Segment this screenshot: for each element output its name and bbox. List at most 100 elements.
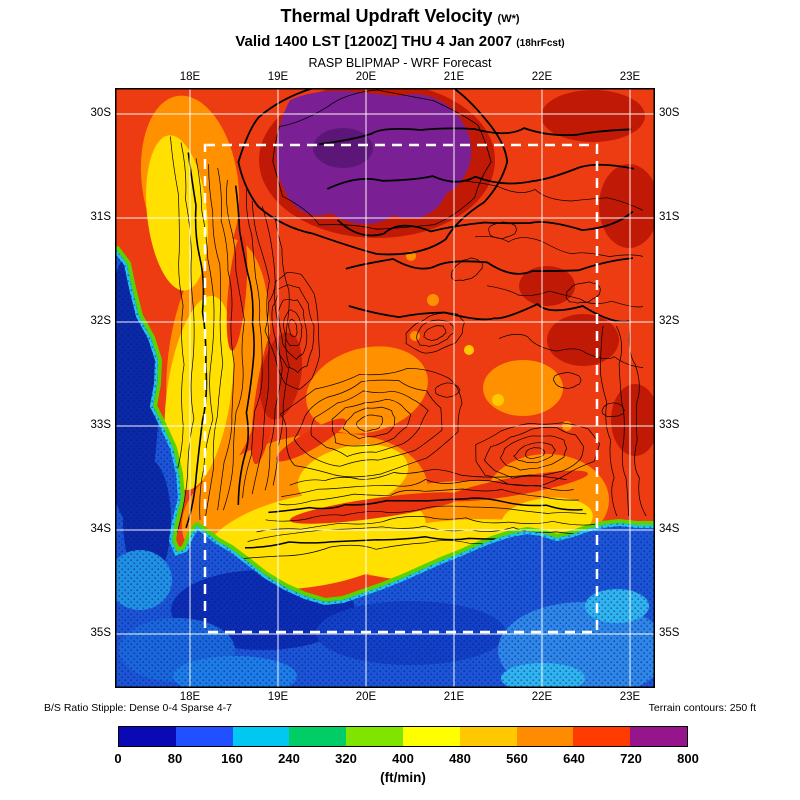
terrain-contour-line bbox=[600, 325, 618, 517]
purple-max-region bbox=[276, 91, 472, 224]
terrain-contour-line bbox=[601, 402, 625, 417]
terrain-contour-line bbox=[289, 469, 567, 486]
colorbar-cell bbox=[346, 727, 403, 746]
terrain-note: Terrain contours: 250 ft bbox=[648, 702, 756, 714]
terrain-contour-line bbox=[281, 479, 574, 497]
colorbar-tick: 160 bbox=[221, 751, 243, 766]
lat-label-left: 34S bbox=[90, 523, 111, 535]
colorbar-tick: 720 bbox=[620, 751, 642, 766]
terrain-contour-line bbox=[234, 185, 255, 505]
terrain-contour-line bbox=[242, 189, 263, 499]
terrain-contour-line bbox=[327, 163, 635, 190]
terrain-contour-line bbox=[261, 206, 283, 491]
terrain-contour-line bbox=[251, 200, 270, 494]
lon-label-bottom: 19E bbox=[267, 691, 289, 703]
terrain-contour-line bbox=[348, 303, 630, 323]
title-suffix: (W*) bbox=[497, 13, 520, 25]
terrain-contour-line bbox=[318, 127, 632, 146]
terrain-contour-line bbox=[498, 333, 644, 368]
terrain-contour-line bbox=[513, 442, 556, 464]
colorbar-cell bbox=[402, 727, 460, 746]
colorbar-cell bbox=[232, 727, 290, 746]
lon-label-top: 18E bbox=[179, 71, 201, 83]
terrain-contour-line bbox=[474, 236, 644, 257]
terrain-contour-line bbox=[288, 319, 298, 337]
terrain-contour-line bbox=[268, 497, 583, 514]
terrain-contour-line bbox=[278, 488, 579, 506]
colorbar-tick: 560 bbox=[506, 751, 528, 766]
valid-suffix: (18hrFcst) bbox=[516, 38, 565, 49]
valid-text: Valid 1400 LST [1200Z] THU 4 Jan 2007 bbox=[235, 33, 513, 50]
terrain-contour-line bbox=[264, 271, 320, 390]
lon-label-bottom: 20E bbox=[355, 691, 377, 703]
bs-ratio-stipple bbox=[115, 248, 655, 688]
lon-label-bottom: 21E bbox=[443, 691, 465, 703]
terrain-contour-line bbox=[615, 325, 629, 517]
lon-label-top: 20E bbox=[355, 71, 377, 83]
lat-label-left: 35S bbox=[90, 627, 111, 639]
lon-label-top: 23E bbox=[619, 71, 641, 83]
terrain-contour-line bbox=[628, 325, 647, 517]
terrain-contour-line bbox=[565, 281, 601, 304]
colorbar-tick: 640 bbox=[563, 751, 585, 766]
colorbar-cell bbox=[573, 727, 631, 746]
units-label: (ft/min) bbox=[380, 770, 426, 785]
lat-label-right: 35S bbox=[659, 627, 680, 639]
lon-label-top: 22E bbox=[531, 71, 553, 83]
terrain-contour-line bbox=[217, 168, 235, 511]
lon-label-bottom: 18E bbox=[179, 691, 201, 703]
lat-label-right: 34S bbox=[659, 523, 680, 535]
colorbar-cell bbox=[175, 727, 233, 746]
terrain-contour-line bbox=[423, 325, 447, 341]
terrain-contour-line bbox=[345, 257, 634, 275]
terrain-contour-line bbox=[331, 398, 412, 447]
terrain-contour-line bbox=[336, 210, 634, 237]
terrain-contour-line bbox=[342, 406, 396, 440]
model-line: RASP BLIPMAP - WRF Forecast bbox=[308, 56, 492, 70]
colorbar-cell bbox=[459, 727, 517, 746]
colorbar-tick: 0 bbox=[114, 751, 122, 766]
forecast-map bbox=[115, 88, 655, 688]
terrain-contour-line bbox=[524, 447, 546, 459]
terrain-contour-line bbox=[434, 382, 461, 398]
terrain-contour-line bbox=[475, 422, 600, 487]
lon-label-top: 21E bbox=[443, 71, 465, 83]
colorbar bbox=[118, 726, 688, 747]
terrain-contour-line bbox=[500, 435, 568, 471]
terrain-contour-line bbox=[177, 142, 195, 533]
colorbar-tick: 240 bbox=[278, 751, 300, 766]
map-border bbox=[115, 88, 655, 688]
colorbar-tick: 80 bbox=[167, 751, 183, 766]
lat-label-left: 33S bbox=[90, 419, 111, 431]
colorbar-tick: 800 bbox=[677, 751, 699, 766]
terrain-contour-line bbox=[247, 525, 603, 542]
terrain-contour-line bbox=[265, 505, 587, 522]
terrain-contour-line bbox=[272, 89, 492, 230]
lat-label-right: 30S bbox=[659, 107, 680, 119]
terrain-contour-line bbox=[451, 257, 483, 282]
stipple-note: B/S Ratio Stipple: Dense 0-4 Sparse 4-7 bbox=[44, 702, 232, 714]
terrain-contour-line bbox=[222, 179, 245, 511]
terrain-contour-line bbox=[462, 180, 644, 211]
valid-time-line: Valid 1400 LST [1200Z] THU 4 Jan 2007 (1… bbox=[0, 33, 800, 50]
terrain-contour-line bbox=[293, 379, 443, 467]
terrain-contour-line bbox=[279, 367, 463, 478]
lon-label-bottom: 23E bbox=[619, 691, 641, 703]
page-title: Thermal Updraft Velocity (W*) bbox=[0, 6, 800, 27]
colorbar-tick: 480 bbox=[449, 751, 471, 766]
terrain-contour-line bbox=[277, 298, 308, 360]
colorbar-cell bbox=[630, 727, 687, 746]
lat-label-right: 33S bbox=[659, 419, 680, 431]
title-text: Thermal Updraft Velocity bbox=[280, 6, 493, 26]
terrain-contour-line bbox=[486, 285, 644, 308]
lat-label-right: 31S bbox=[659, 211, 680, 223]
terrain-contour-line bbox=[488, 221, 518, 239]
terrain-contour-line bbox=[283, 309, 303, 347]
colorbar-tick: 320 bbox=[335, 751, 357, 766]
lat-label-left: 32S bbox=[90, 315, 111, 327]
lon-label-top: 19E bbox=[267, 71, 289, 83]
lat-label-left: 31S bbox=[90, 211, 111, 223]
inner-domain-dashed-box bbox=[203, 143, 599, 634]
terrain-contour-line bbox=[204, 164, 224, 519]
